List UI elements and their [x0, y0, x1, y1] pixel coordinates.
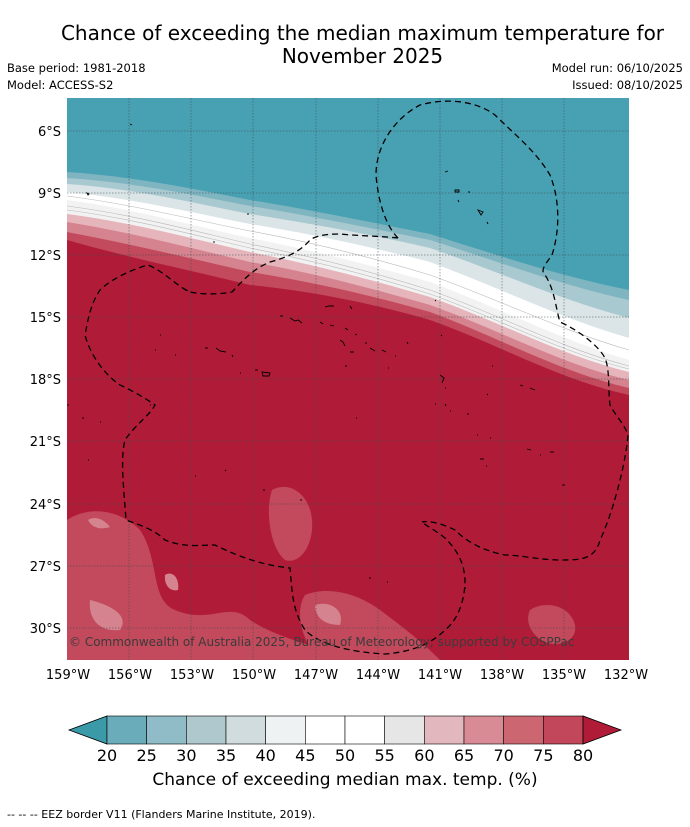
eez-borders	[84, 100, 629, 655]
lat-label: 9°S	[38, 187, 61, 202]
colorbar-swatch	[225, 715, 266, 745]
latitude-labels: 6°S 9°S 12°S 15°S 18°S 21°S 24°S 27°S 30…	[30, 125, 61, 637]
colorbar-label: Chance of exceeding median max. temp. (%…	[152, 770, 538, 790]
lon-label: 153°W	[170, 668, 214, 683]
white-band-contours	[67, 195, 629, 370]
colorbar-swatch	[424, 715, 465, 745]
model-run-text: Model run: 06/10/2025	[551, 61, 683, 75]
lon-label: 156°W	[108, 668, 152, 683]
model-text: Model: ACCESS-S2	[7, 78, 114, 92]
title-line-2: November 2025	[281, 44, 444, 68]
lon-label: 141°W	[418, 668, 462, 683]
lat-label: 12°S	[30, 249, 61, 264]
lat-label: 6°S	[38, 125, 61, 140]
colorbar-tick-label: 65	[454, 746, 474, 765]
colorbar-tick-label: 75	[533, 746, 553, 765]
colorbar-tick-label: 45	[295, 746, 315, 765]
southern-light-patches	[88, 517, 341, 631]
colorbar-swatch	[463, 715, 504, 745]
colorbar-tick-label: 20	[97, 746, 117, 765]
lon-label: 144°W	[356, 668, 400, 683]
footer-note: -- -- -- EEZ border V11 (Flanders Marine…	[7, 808, 316, 821]
base-period-text: Base period: 1981-2018	[7, 61, 146, 75]
title-line-1: Chance of exceeding the median maximum t…	[60, 21, 665, 45]
colorbar-tick-label: 40	[255, 746, 275, 765]
colorbar-swatch	[344, 715, 385, 745]
lon-label: 138°W	[480, 668, 524, 683]
graticule	[67, 98, 629, 660]
low-probability-region	[67, 98, 629, 290]
colorbar-ticks: 20 25 30 35 40 45 50 55 60 65 70 75 80	[97, 746, 593, 765]
copyright-text: © Commonwealth of Australia 2025, Bureau…	[69, 635, 574, 649]
meta-left: Base period: 1981-2018 Model: ACCESS-S2	[7, 60, 146, 94]
lat-label: 24°S	[30, 498, 61, 513]
lon-label: 150°W	[232, 668, 276, 683]
colorbar-tick-label: 55	[374, 746, 394, 765]
colorbar-tick-label: 50	[335, 746, 355, 765]
colorbar-swatch	[384, 715, 425, 745]
colorbar-extend-low	[67, 715, 108, 745]
lat-label: 15°S	[30, 311, 61, 326]
colorbar-tick-label: 60	[414, 746, 434, 765]
colorbar-tick-label: 25	[136, 746, 156, 765]
longitude-labels: 159°W 156°W 153°W 150°W 147°W 144°W 141°…	[46, 668, 648, 683]
colorbar-swatch	[186, 715, 227, 745]
lat-label: 30°S	[30, 622, 61, 637]
colorbar-swatch	[305, 715, 346, 745]
colorbar-swatch	[543, 715, 584, 745]
lat-label: 27°S	[30, 560, 61, 575]
meta-right: Model run: 06/10/2025 Issued: 08/10/2025	[552, 60, 683, 94]
colorbar-tick-label: 70	[493, 746, 513, 765]
lon-label: 159°W	[46, 668, 90, 683]
colorbar-swatch	[265, 715, 306, 745]
lat-label: 18°S	[30, 373, 61, 388]
lat-label: 21°S	[30, 435, 61, 450]
colorbar-tick-label: 30	[176, 746, 196, 765]
colorbar-tick-label: 35	[216, 746, 236, 765]
colorbar-swatch	[146, 715, 187, 745]
colorbar-swatch	[106, 715, 147, 745]
issued-text: Issued: 08/10/2025	[572, 78, 683, 92]
colorbar-tick-label: 80	[573, 746, 593, 765]
colorbar-extend-high	[582, 715, 623, 745]
map-area: © Commonwealth of Australia 2025, Bureau…	[67, 98, 629, 660]
lon-label: 147°W	[294, 668, 338, 683]
colorbar	[67, 715, 623, 745]
colorbar-swatch	[503, 715, 544, 745]
lon-label: 132°W	[604, 668, 648, 683]
islands	[67, 123, 565, 589]
lon-label: 135°W	[542, 668, 586, 683]
map-title: Chance of exceeding the median maximum t…	[40, 22, 685, 68]
